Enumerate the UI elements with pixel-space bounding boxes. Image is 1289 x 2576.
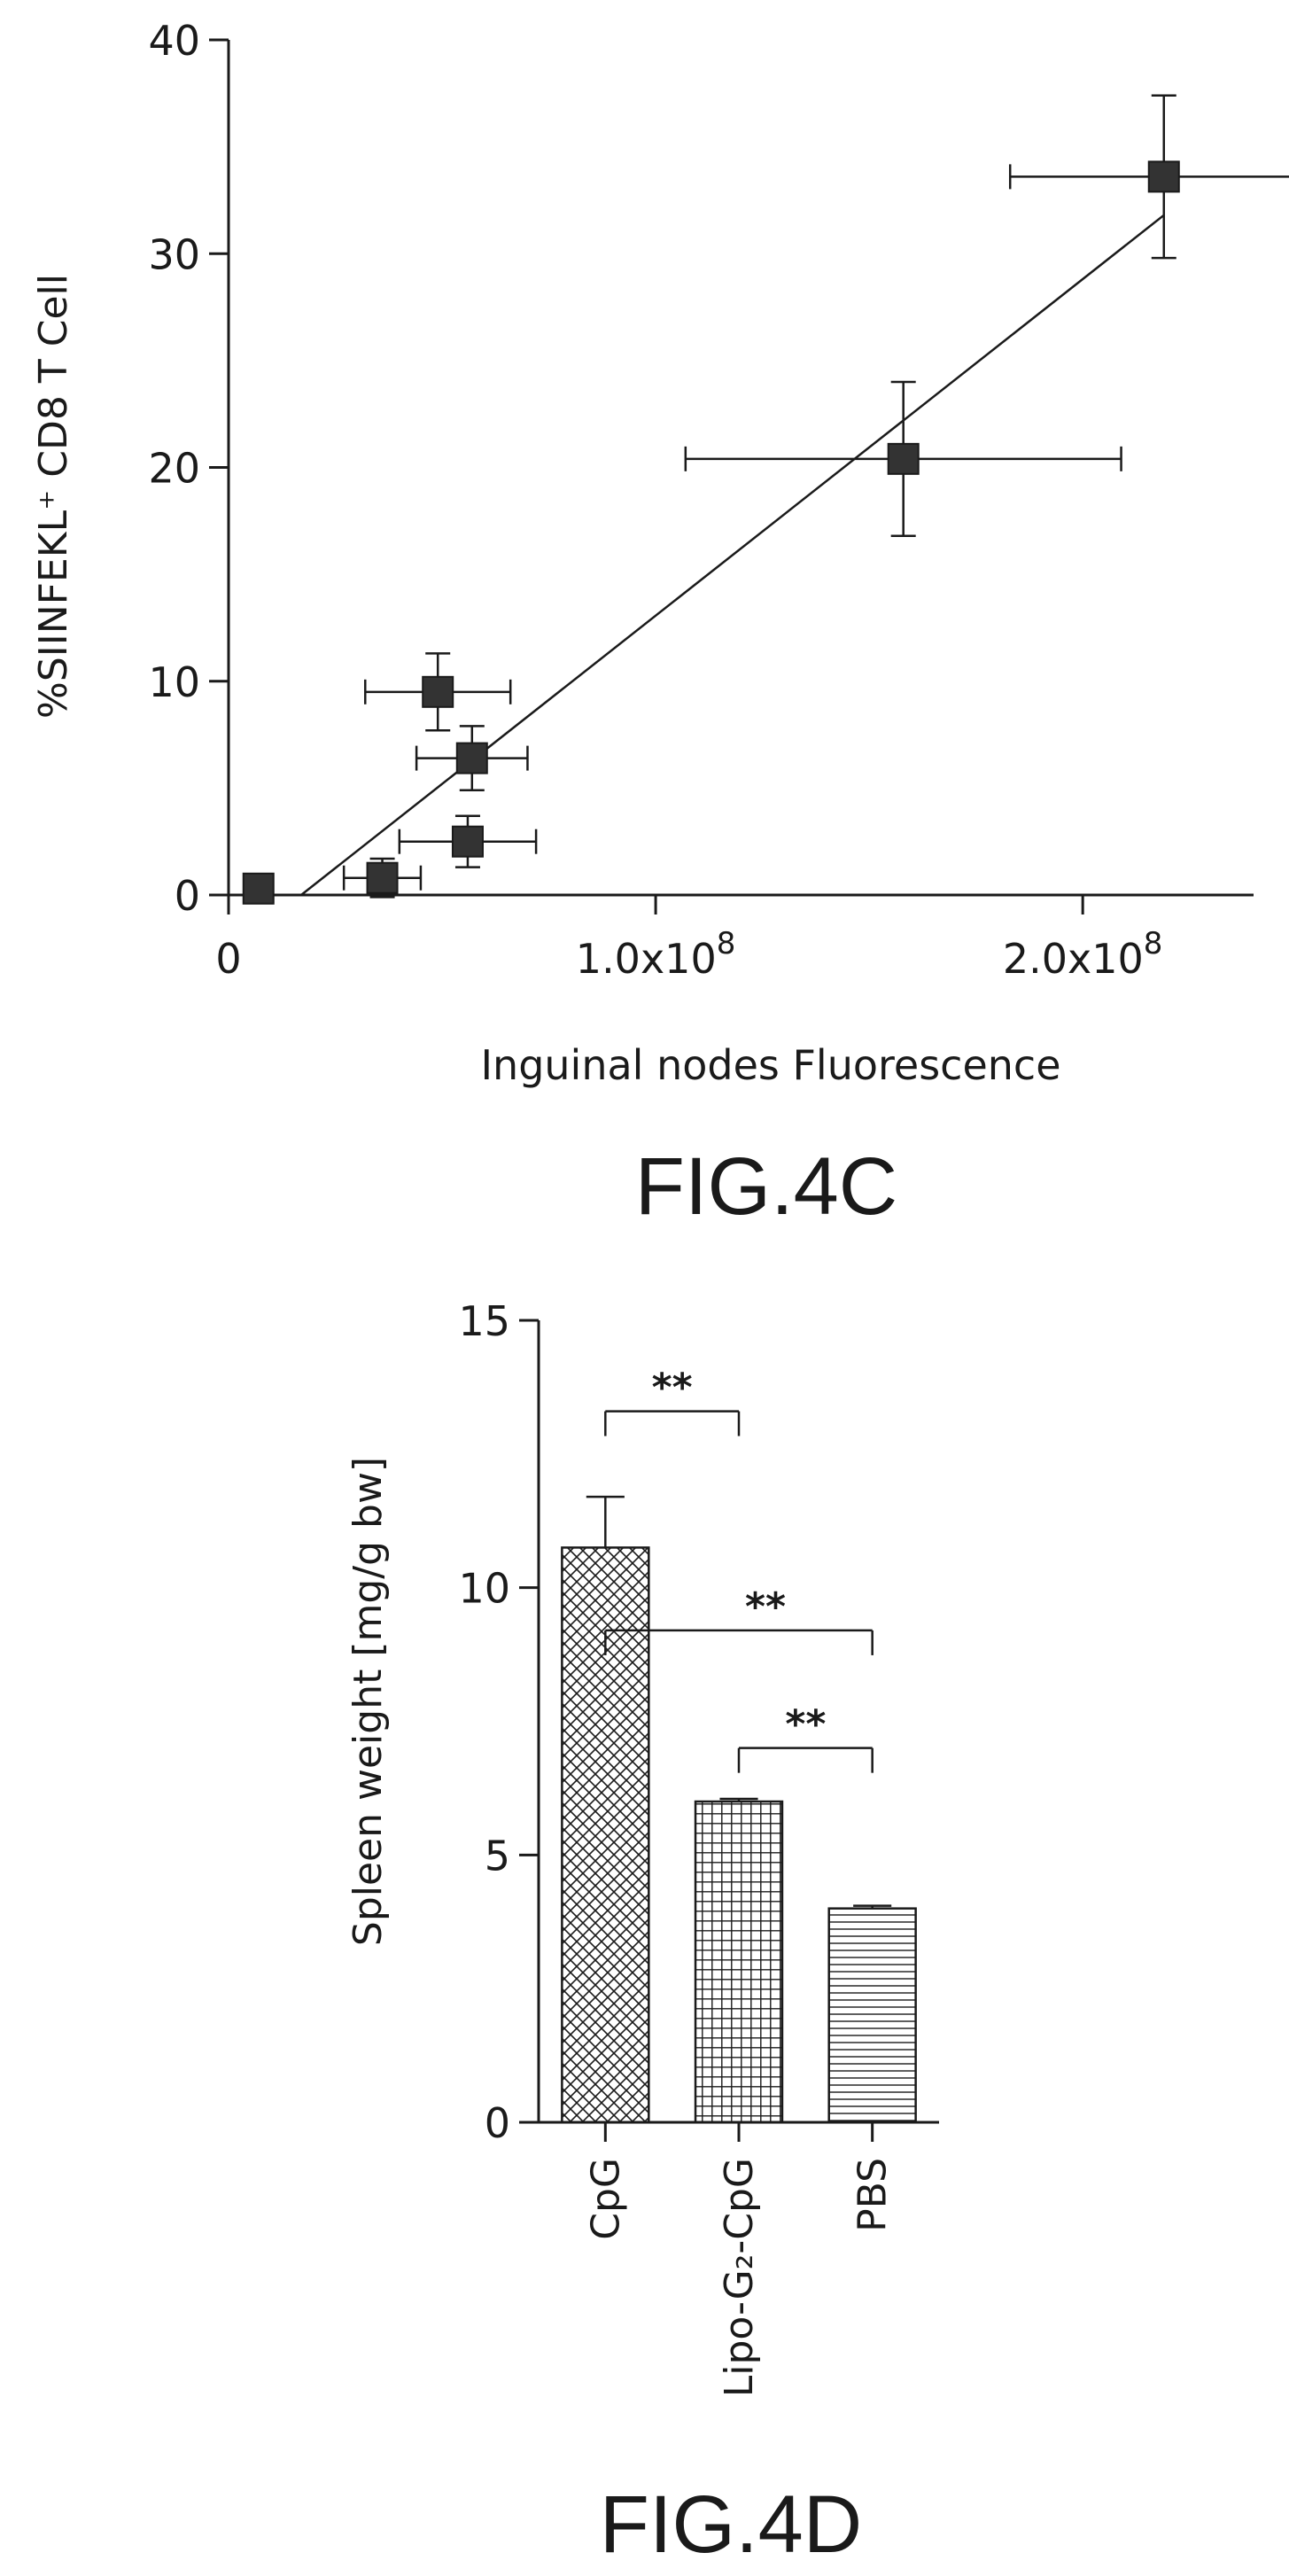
scatter-axes — [220, 40, 1254, 904]
bar-series — [561, 1495, 917, 2124]
square-marker — [422, 675, 454, 708]
significance-label: ** — [652, 1366, 693, 1411]
scatter-x-ticks: 0 1.0x108 2.0x108 — [215, 895, 1162, 983]
scatter-chart-fig4c: 0 10 20 30 40 0 1.0x108 2.0x108 Inguinal nodes… — [31, 17, 1289, 1232]
square-marker — [887, 442, 920, 475]
scatter-x-axis-label: Inguinal nodes Fluorescence — [480, 1041, 1060, 1089]
y-tick-label: 0 — [485, 2099, 510, 2147]
square-marker — [1147, 160, 1180, 193]
x-tick-label: 2.0x108 — [1003, 926, 1163, 983]
data-point — [415, 725, 529, 792]
y-tick-label: 20 — [148, 445, 200, 493]
x-tick-label: 1.0x108 — [576, 926, 736, 983]
y-tick-label: 15 — [458, 1297, 510, 1345]
data-point — [364, 652, 512, 732]
scatter-points — [242, 94, 1289, 905]
bar-1 — [561, 1495, 650, 2124]
scatter-fit-line-group — [300, 214, 1165, 896]
figure-caption-4c: FIG.4C — [635, 1141, 897, 1232]
significance-bracket: ** — [604, 1366, 741, 1436]
data-point — [342, 857, 423, 899]
category-label: Lipo-G₂-CpG — [717, 2158, 762, 2397]
bar-3 — [827, 1904, 917, 2124]
y-tick-label: 10 — [458, 1565, 510, 1613]
bar-x-ticks: CpG Lipo-G₂-CpG PBS — [583, 2122, 896, 2397]
y-tick-label: 5 — [485, 1832, 510, 1879]
x-tick-label: 0 — [215, 935, 241, 983]
regression-line — [300, 214, 1165, 896]
bar-y-ticks: 0 5 10 15 — [458, 1297, 539, 2147]
scatter-y-axis-label: %SIINFEKL⁺ CD8 T Cell — [31, 274, 76, 719]
significance-label: ** — [785, 1702, 826, 1747]
bar-y-axis-label: Spleen weight [mg/g bw] — [346, 1457, 391, 1946]
y-tick-label: 40 — [148, 17, 200, 65]
y-tick-label: 0 — [175, 872, 200, 920]
bar-rect — [694, 1800, 784, 2124]
y-tick-label: 30 — [148, 230, 200, 278]
y-tick-label: 10 — [148, 658, 200, 706]
square-marker — [242, 872, 275, 905]
bar-2 — [694, 1797, 784, 2124]
square-marker — [366, 861, 399, 894]
category-label: CpG — [583, 2158, 628, 2240]
scatter-y-ticks: 0 10 20 30 40 — [148, 17, 229, 920]
data-point — [684, 380, 1122, 537]
bar-chart-fig4d: 0 5 10 15 CpG Lipo-G₂-CpG PBS ** ** ** Spleen w… — [346, 1297, 939, 2570]
data-point — [242, 872, 275, 905]
significance-bracket: ** — [604, 1584, 874, 1655]
square-marker — [451, 825, 484, 858]
bar-rect — [827, 1907, 917, 2124]
significance-label: ** — [745, 1584, 786, 1630]
significance-brackets: ** ** ** — [604, 1366, 874, 1773]
significance-bracket: ** — [737, 1702, 874, 1773]
category-label: PBS — [850, 2158, 896, 2232]
data-point — [1008, 94, 1289, 260]
figure-caption-4d: FIG.4D — [600, 2479, 862, 2570]
square-marker — [455, 742, 488, 774]
data-point — [398, 814, 538, 868]
